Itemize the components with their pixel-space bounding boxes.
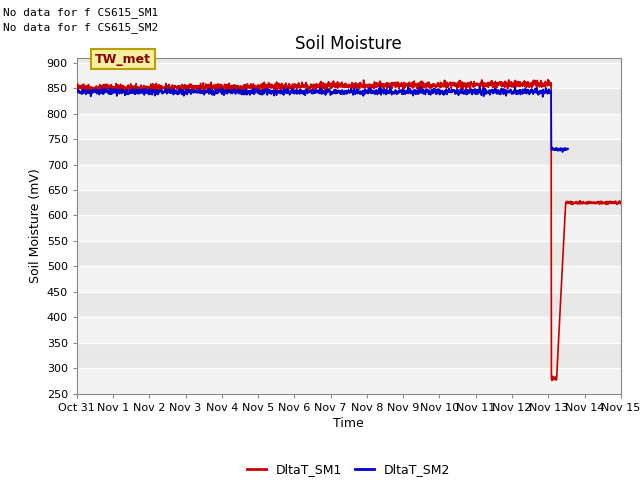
X-axis label: Time: Time [333, 417, 364, 430]
Y-axis label: Soil Moisture (mV): Soil Moisture (mV) [29, 168, 42, 283]
Bar [77, 216, 621, 241]
Bar [77, 317, 621, 343]
Text: TW_met: TW_met [95, 53, 151, 66]
Text: No data for f CS615_SM2: No data for f CS615_SM2 [3, 22, 159, 33]
Text: No data for f CS615_SM1: No data for f CS615_SM1 [3, 7, 159, 18]
Title: Soil Moisture: Soil Moisture [296, 35, 402, 53]
Bar [77, 63, 621, 88]
Bar [77, 368, 621, 394]
Bar [77, 165, 621, 190]
Legend: DltaT_SM1, DltaT_SM2: DltaT_SM1, DltaT_SM2 [243, 458, 455, 480]
Bar [77, 266, 621, 292]
Bar [77, 114, 621, 139]
